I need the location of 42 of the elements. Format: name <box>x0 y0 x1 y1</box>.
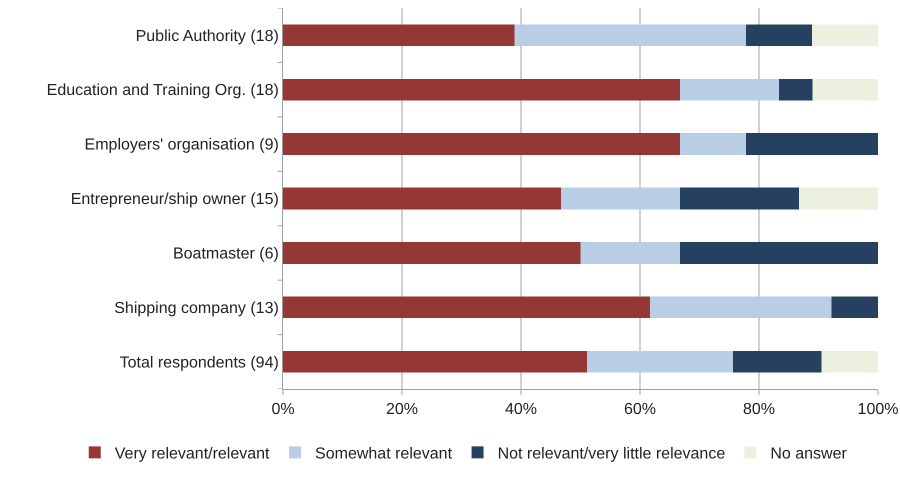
bar <box>680 133 746 155</box>
bar <box>283 24 514 46</box>
x-tick-label: 100% <box>858 401 898 418</box>
bar <box>283 296 650 318</box>
y-tick-label: Entrepreneur/ship owner (15) <box>70 191 279 208</box>
bar <box>283 242 580 264</box>
bar <box>283 78 680 101</box>
y-tick-label: Shipping company (13) <box>114 300 279 317</box>
y-tick-label: Education and Training Org. (18) <box>46 82 279 100</box>
x-tick-label: 60% <box>624 401 656 418</box>
bar <box>732 350 822 373</box>
y-tick-label: Boatmaster (6) <box>172 246 279 263</box>
bar <box>746 133 878 155</box>
bar <box>812 78 878 101</box>
y-tick-label: Employers' organisation (9) <box>84 136 279 154</box>
bar <box>283 133 680 155</box>
bar <box>680 78 780 101</box>
bar <box>746 24 812 46</box>
bar <box>779 78 813 101</box>
bar <box>514 24 746 46</box>
bar <box>587 350 733 373</box>
x-tick-label: 20% <box>386 401 418 418</box>
x-tick-label: 0% <box>271 401 295 418</box>
bar <box>580 242 680 264</box>
bar <box>821 350 878 373</box>
bar <box>283 188 561 210</box>
legend-label: Not relevant/very little relevance <box>498 446 726 463</box>
bar <box>812 24 878 46</box>
legend-label: No answer <box>770 446 848 463</box>
bar <box>283 350 588 373</box>
legend-label: Somewhat relevant <box>315 446 453 463</box>
legend-label: Very relevant/relevant <box>114 446 270 463</box>
bar <box>680 242 878 264</box>
bar <box>560 188 680 210</box>
bar <box>680 188 799 210</box>
y-tick-label: Public Authority (18) <box>136 28 279 45</box>
bar <box>798 188 878 210</box>
y-tick-label: Total respondents (94) <box>120 354 279 372</box>
bar <box>650 296 832 318</box>
x-tick-label: 40% <box>504 401 538 418</box>
x-tick-label: 80% <box>742 401 776 418</box>
bar <box>832 296 878 318</box>
